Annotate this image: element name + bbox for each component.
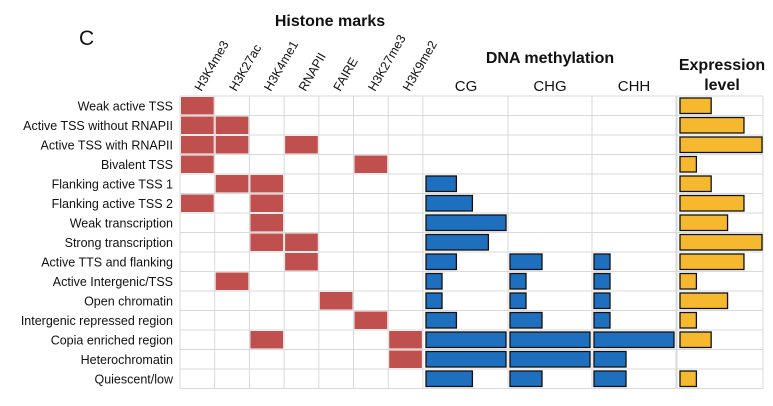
row-label: Active TTS and flanking — [41, 255, 173, 269]
methylation-bar — [593, 292, 611, 310]
histone-cell — [181, 116, 214, 134]
row-label: Active TSS with RNAPII — [41, 138, 173, 152]
row-label: Heterochromatin — [81, 353, 173, 367]
histone-mark-label: H3K9me2 — [400, 38, 440, 93]
methylation-bar — [593, 350, 627, 368]
methylation-bar — [425, 292, 443, 310]
methylation-bar — [425, 214, 507, 232]
histone-cell — [354, 155, 388, 173]
methylation-bar — [593, 331, 675, 349]
methylation-bar — [509, 350, 591, 368]
row-label: Active Intergenic/TSS — [53, 275, 173, 289]
histone-cell — [285, 253, 318, 271]
histone-cell — [181, 194, 214, 212]
row-label: Copia enriched region — [51, 333, 173, 347]
methylation-bar — [425, 175, 458, 193]
row-label: Weak transcription — [70, 216, 173, 230]
methylation-bar — [509, 292, 527, 310]
row-label: Weak active TSS — [78, 99, 173, 113]
histone-cell — [285, 233, 318, 251]
methylation-bar — [593, 272, 611, 290]
histone-mark-label: H3K4me3 — [192, 38, 232, 93]
histone-cell — [250, 233, 284, 251]
methylation-bar — [425, 272, 443, 290]
histone-cell — [389, 350, 422, 368]
methylation-context-label: CHG — [533, 78, 566, 95]
histone-cell — [250, 194, 284, 212]
expression-bar — [679, 233, 763, 251]
histone-cell — [181, 136, 214, 154]
histone-cell — [250, 214, 284, 232]
methylation-context-label: CG — [455, 78, 478, 95]
chart-layer: Weak active TSS Active TSS without RNAPII… — [21, 32, 764, 389]
row-label: Strong transcription — [65, 236, 173, 250]
methylation-bar — [425, 233, 490, 251]
methylation-bar — [425, 194, 474, 212]
methylation-bar — [425, 350, 507, 368]
histone-cell — [215, 136, 249, 154]
expression-bar — [679, 214, 729, 232]
row-label: Quiescent/low — [94, 372, 173, 386]
histone-cell — [181, 97, 214, 115]
row-label: Intergenic repressed region — [21, 314, 173, 328]
histone-mark-label: FAIRE — [331, 55, 361, 93]
histone-cell — [319, 292, 353, 310]
histone-mark-label: RNAPII — [296, 50, 329, 93]
expression-bar — [679, 194, 745, 212]
row-label: Flanking active TSS 1 — [52, 177, 173, 191]
row-label: Bivalent TSS — [101, 158, 173, 172]
histone-cell — [215, 272, 249, 290]
methylation-context-label: CHH — [618, 78, 651, 95]
histone-mark-label: H3K4me1 — [261, 38, 301, 93]
methylation-bar — [509, 311, 543, 329]
methylation-bar — [509, 370, 543, 388]
histone-cell — [181, 155, 214, 173]
histone-mark-label: H3K27ac — [227, 42, 265, 94]
methylation-title: DNA methylation — [486, 50, 614, 67]
expression-bar — [679, 272, 698, 290]
methylation-bar — [509, 331, 591, 349]
expression-bar — [679, 253, 745, 271]
methylation-bar — [509, 272, 527, 290]
histone-cell — [285, 136, 318, 154]
methylation-bar — [509, 253, 543, 271]
expression-bar — [679, 292, 729, 310]
histone-cell — [215, 116, 249, 134]
methylation-bar — [425, 331, 507, 349]
row-label: Open chromatin — [84, 294, 173, 308]
expression-bar — [679, 370, 698, 388]
methylation-bar — [425, 370, 474, 388]
panel-label: C — [79, 27, 94, 50]
histone-cell — [250, 331, 284, 349]
histone-cell — [389, 331, 422, 349]
methylation-bar — [425, 311, 458, 329]
expression-title-line-2: level — [704, 77, 740, 94]
row-label: Active TSS without RNAPII — [23, 119, 173, 133]
histone-cell — [354, 311, 388, 329]
expression-bar — [679, 155, 698, 173]
expression-bar — [679, 331, 712, 349]
expression-bar — [679, 116, 745, 134]
methylation-bar — [593, 311, 611, 329]
methylation-bar — [425, 253, 458, 271]
expression-bar — [679, 175, 712, 193]
histone-cell — [215, 175, 249, 193]
expression-bar — [679, 311, 698, 329]
methylation-bar — [593, 253, 611, 271]
histone-title: Histone marks — [275, 13, 385, 30]
histone-cell — [250, 175, 284, 193]
row-label: Flanking active TSS 2 — [52, 197, 173, 211]
expression-bar — [679, 97, 712, 115]
expression-bar — [679, 136, 763, 154]
methylation-bar — [593, 370, 627, 388]
expression-title-line-1: Expression — [679, 57, 765, 74]
